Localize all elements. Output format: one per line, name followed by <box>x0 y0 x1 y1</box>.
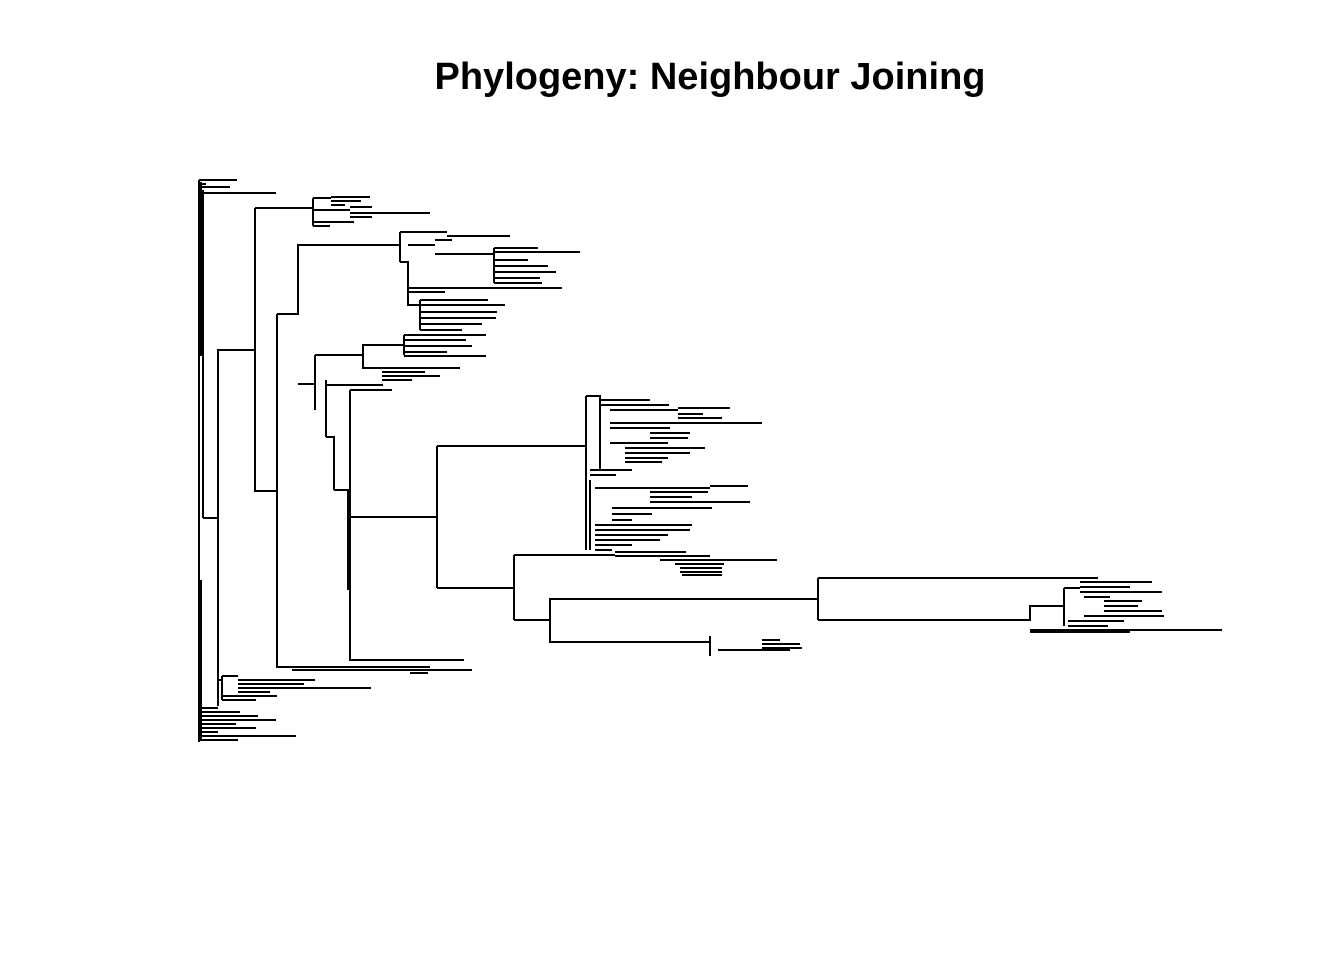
root-top-leaves <box>199 179 276 194</box>
central-clade-mid <box>589 469 750 551</box>
clade-upper <box>399 231 580 306</box>
central-clade-lower <box>513 551 777 620</box>
backbone-a <box>203 349 255 706</box>
far-right-node <box>817 577 1222 633</box>
clade-middle-b <box>325 380 392 490</box>
lower-branch <box>334 390 437 661</box>
central-node <box>436 445 586 589</box>
central-clade-upper <box>585 395 762 550</box>
central-right-node <box>514 598 818 656</box>
clade-upper-b <box>419 299 505 331</box>
clade-bottom-left <box>221 675 371 701</box>
root-bottom-leaves <box>199 707 296 741</box>
backbone-b <box>254 207 313 492</box>
clade-top <box>312 196 430 227</box>
clade-middle <box>314 334 486 410</box>
plot-title: Phylogeny: Neighbour Joining <box>434 56 986 98</box>
far-right-clade <box>1063 581 1164 627</box>
root-spine <box>198 180 204 742</box>
backbone-c <box>276 244 400 668</box>
lower-leaves <box>292 659 472 674</box>
